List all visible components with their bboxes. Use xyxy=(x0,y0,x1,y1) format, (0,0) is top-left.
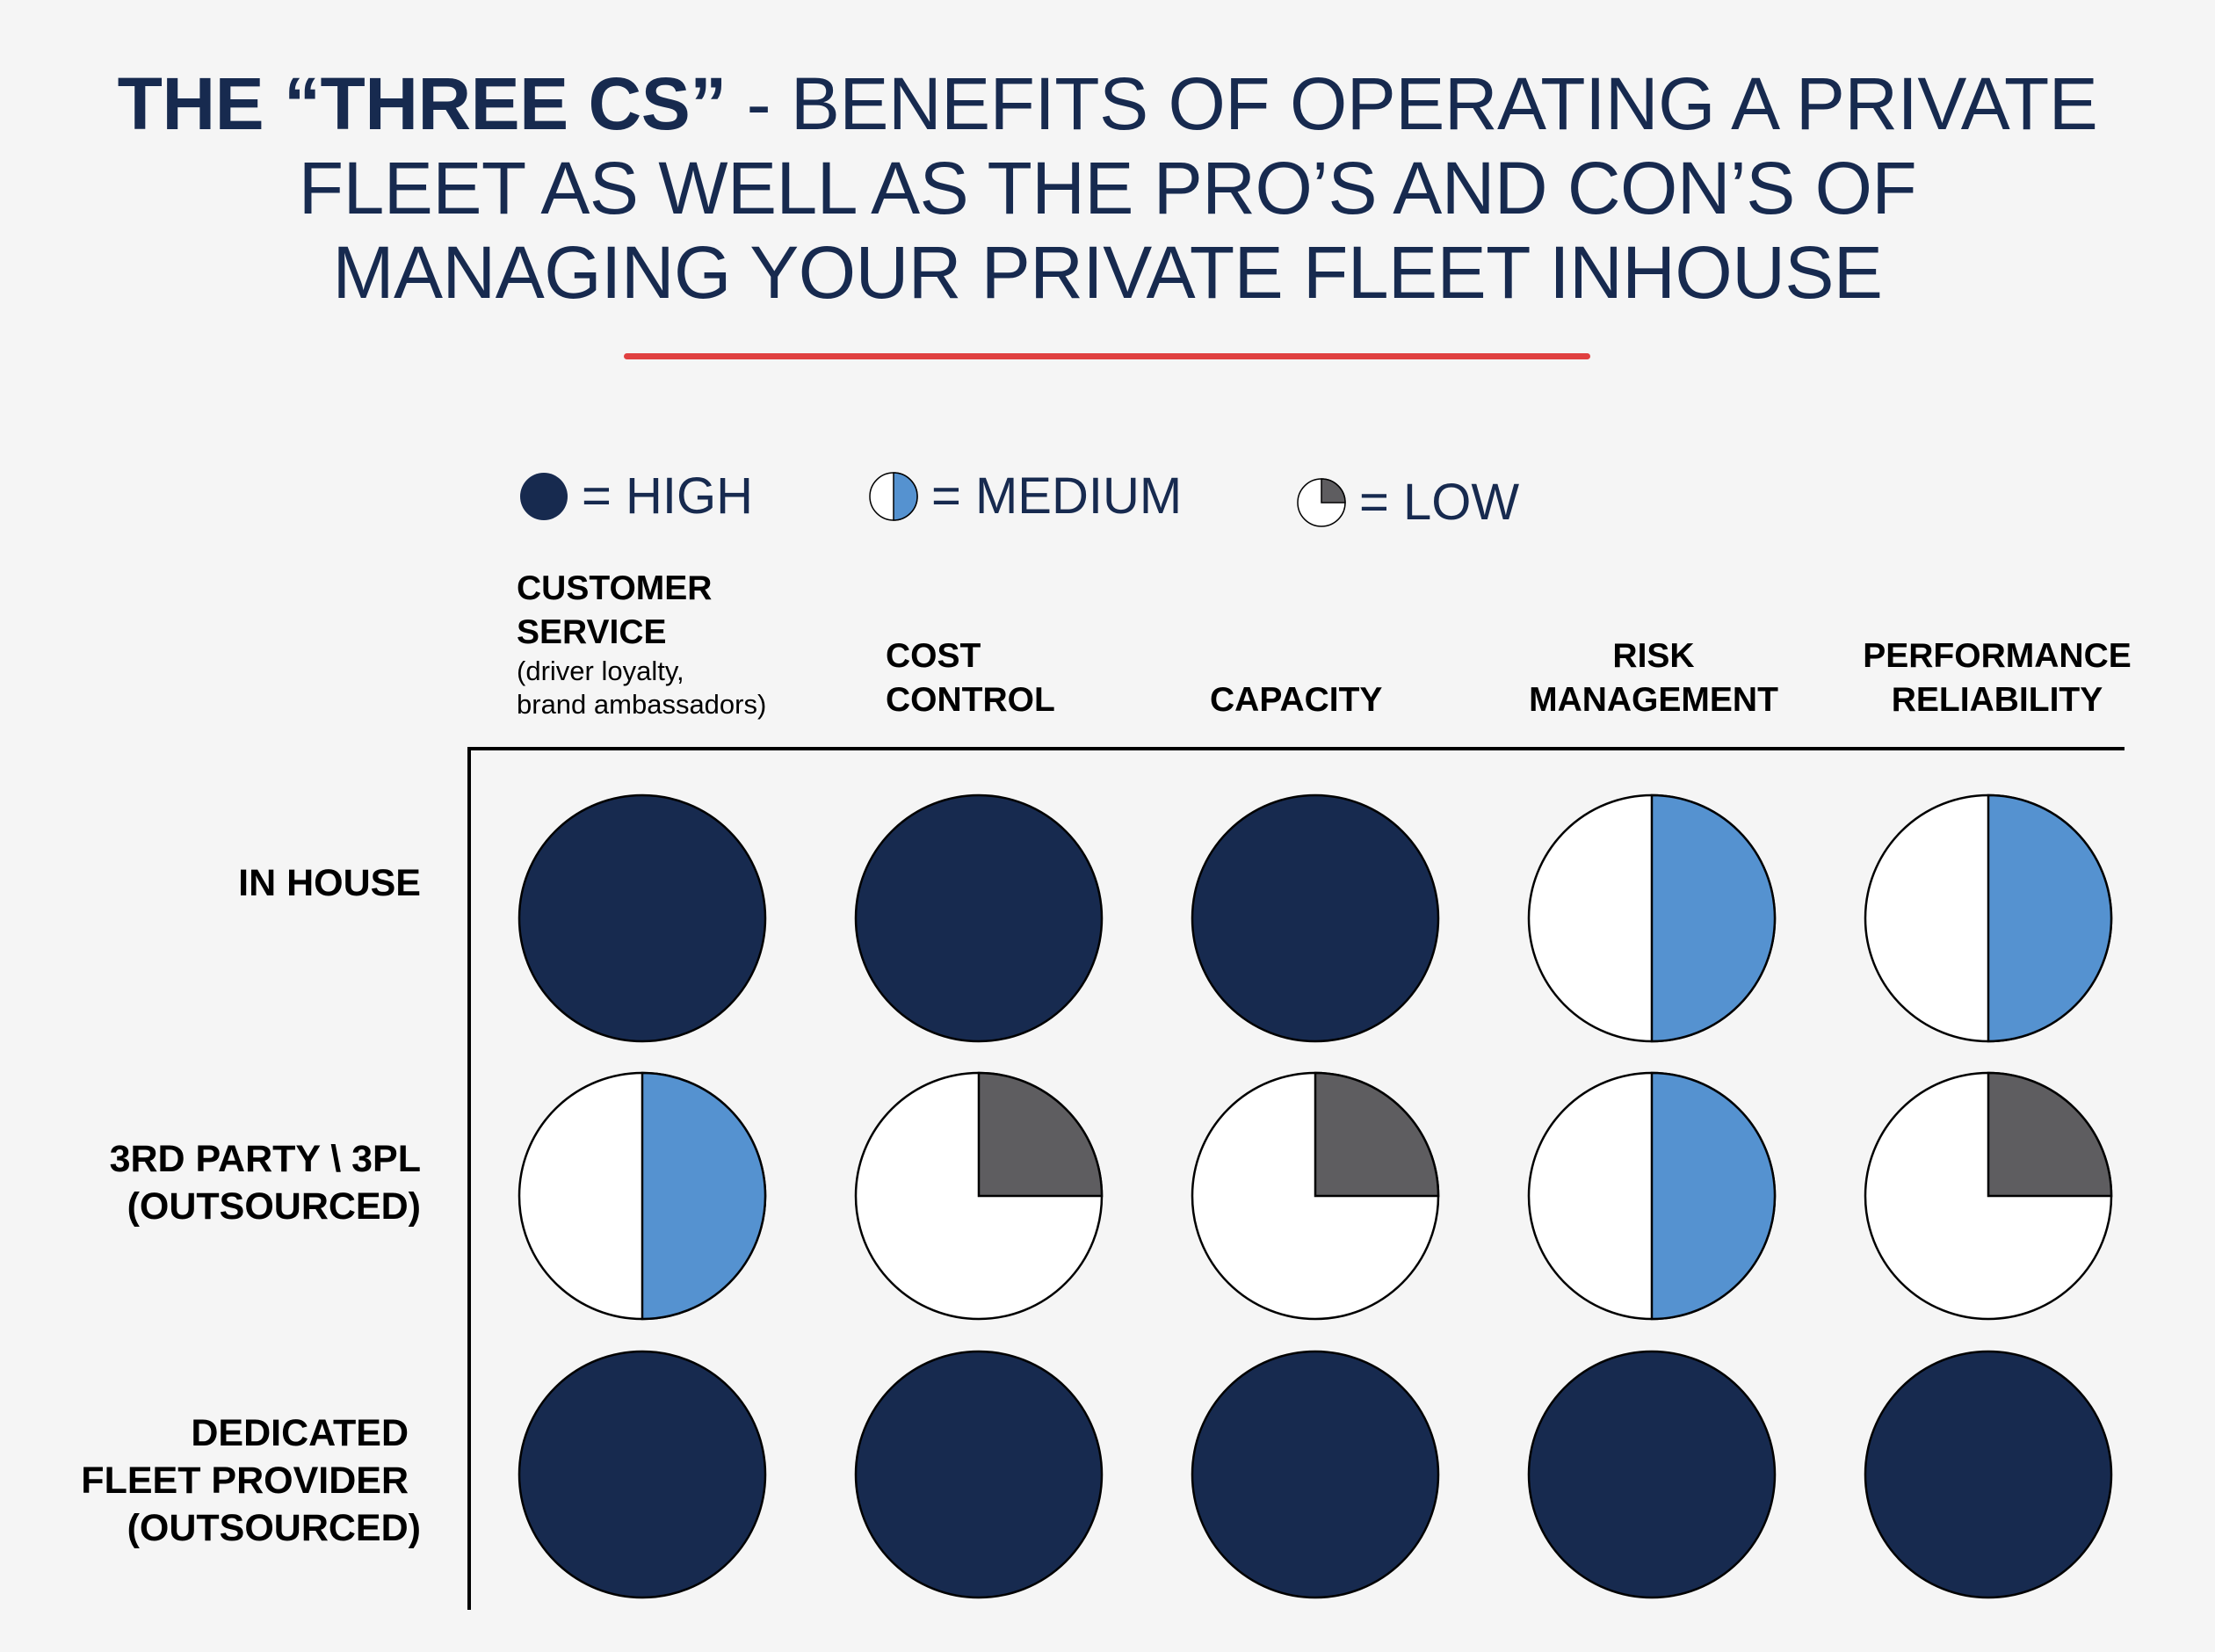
rating-fill xyxy=(1650,793,1777,1043)
rating-high-risk-management-row-3 xyxy=(1527,1350,1777,1599)
column-header-line: CAPACITY xyxy=(1210,681,1383,719)
row-header-line: (OUTSOURCED) xyxy=(127,1507,421,1549)
column-header-line: RELIABILITY xyxy=(1891,681,2103,719)
column-header-line: COST xyxy=(886,637,981,675)
legend-low: = LOW xyxy=(1296,473,1519,532)
medium-level-icon xyxy=(869,471,918,521)
rating-low-performance-reliability-row-2 xyxy=(1864,1071,2113,1321)
matrix-horizontal-axis xyxy=(467,747,2125,750)
title-divider xyxy=(624,353,1590,359)
column-header-line: RISK xyxy=(1612,637,1695,675)
rating-fill xyxy=(1987,793,2113,1043)
rating-high-customer-service-row-1 xyxy=(518,793,767,1043)
column-header-line: CUSTOMER xyxy=(517,569,713,607)
column-header-risk-management: RISK MANAGEMENT xyxy=(1513,634,1794,722)
legend-low-label: = LOW xyxy=(1359,474,1520,531)
rating-high-cost-control-row-3 xyxy=(854,1350,1104,1599)
row-header-dedicated-fleet-provider: DEDICATED FLEET PROVIDER (OUTSOURCED) xyxy=(81,1409,421,1552)
rating-fill xyxy=(1987,1071,2113,1198)
column-header-subtext: (driver loyalty, xyxy=(517,656,684,686)
column-header-line: SERVICE xyxy=(517,613,667,651)
rating-medium-risk-management-row-1 xyxy=(1527,793,1777,1043)
column-header-line: PERFORMANCE xyxy=(1863,637,2132,675)
legend-high: = HIGH xyxy=(518,467,753,525)
page-title: THE “THREE CS” - BENEFITS OF OPERATING A… xyxy=(0,62,2215,315)
title-line-1: THE “THREE CS” - BENEFITS OF OPERATING A… xyxy=(0,62,2215,146)
rating-high-capacity-row-1 xyxy=(1191,793,1440,1043)
column-header-line: MANAGEMENT xyxy=(1529,681,1778,719)
row-header-in-house: IN HOUSE xyxy=(238,859,421,907)
legend-high-label: = HIGH xyxy=(582,467,753,525)
matrix-vertical-axis xyxy=(467,747,471,1610)
rating-fill xyxy=(641,1071,767,1321)
title-line-3: MANAGING YOUR PRIVATE FLEET INHOUSE xyxy=(332,231,1883,314)
column-header-subtext: brand ambassadors) xyxy=(517,689,767,720)
legend-medium: = MEDIUM xyxy=(868,467,1182,525)
column-header-customer-service: CUSTOMER SERVICE (driver loyalty, brand … xyxy=(517,567,766,721)
rating-high-capacity-row-3 xyxy=(1191,1350,1440,1599)
rating-high-performance-reliability-row-3 xyxy=(1864,1350,2113,1599)
rating-fill xyxy=(1314,1071,1440,1198)
title-line-1-rest: - BENEFITS OF OPERATING A PRIVATE xyxy=(726,62,2098,145)
row-header-3rd-party: 3RD PARTY \ 3PL (OUTSOURCED) xyxy=(110,1135,421,1230)
rating-fill xyxy=(977,1071,1104,1198)
row-header-line: DEDICATED xyxy=(191,1412,409,1454)
row-header-line: FLEET PROVIDER xyxy=(81,1460,409,1502)
rating-fill xyxy=(1650,1071,1777,1321)
rating-medium-customer-service-row-2 xyxy=(518,1071,767,1321)
low-level-icon xyxy=(1297,477,1346,527)
column-header-capacity: CAPACITY xyxy=(1210,678,1382,722)
row-header-line: (OUTSOURCED) xyxy=(127,1185,421,1228)
row-header-line: 3RD PARTY \ 3PL xyxy=(109,1138,421,1180)
legend-medium-label: = MEDIUM xyxy=(931,467,1183,525)
rating-medium-risk-management-row-2 xyxy=(1527,1071,1777,1321)
title-line-2: FLEET AS WELL AS THE PRO’S AND CON’S OF xyxy=(298,147,1917,229)
high-level-icon xyxy=(520,472,568,520)
rating-low-cost-control-row-2 xyxy=(854,1071,1104,1321)
column-header-performance-reliability: PERFORMANCE RELIABILITY xyxy=(1852,634,2142,722)
title-bold-part: THE “THREE CS” xyxy=(117,62,727,145)
rating-high-customer-service-row-3 xyxy=(518,1350,767,1599)
row-header-line: IN HOUSE xyxy=(238,862,421,904)
rating-low-capacity-row-2 xyxy=(1191,1071,1440,1321)
rating-high-cost-control-row-1 xyxy=(854,793,1104,1043)
rating-medium-performance-reliability-row-1 xyxy=(1864,793,2113,1043)
column-header-cost-control: COST CONTROL xyxy=(886,634,1055,722)
column-header-line: CONTROL xyxy=(886,681,1055,719)
